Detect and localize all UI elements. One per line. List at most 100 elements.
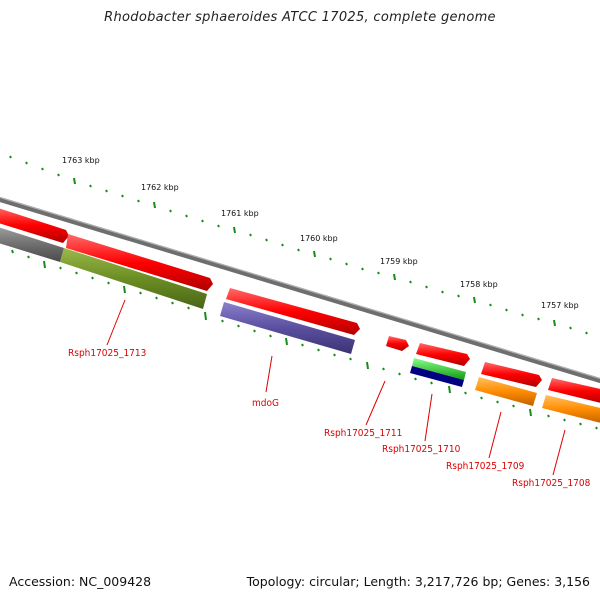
genome-backbone: [0, 196, 600, 384]
reverse-cds-navy: [410, 366, 464, 387]
ruler-dot: [521, 313, 524, 317]
ruler-dot: [547, 414, 550, 418]
ruler-dot: [464, 391, 467, 395]
ruler-dot: [345, 262, 348, 266]
ruler-dot: [329, 257, 332, 261]
ruler-major: [43, 260, 46, 269]
ruler-dot: [585, 331, 588, 335]
backbone-highlight: [0, 196, 600, 380]
ruler-dot: [91, 276, 94, 280]
forward-cds: [548, 378, 600, 403]
ruler-dot: [169, 209, 172, 213]
ruler-dot: [317, 348, 320, 352]
ruler-major: [73, 177, 76, 185]
leader-line: [488, 411, 502, 459]
label-leaders: [106, 299, 566, 476]
ruler-dot: [382, 367, 385, 371]
reverse-cds-green: [412, 358, 466, 380]
ruler-dot: [11, 249, 14, 254]
gene-label: Rsph17025_1709: [446, 461, 525, 472]
forward-cds: [66, 234, 213, 291]
ruler-dot: [249, 233, 252, 237]
ruler-dot: [57, 173, 60, 177]
ruler-dot: [137, 199, 140, 203]
accession-text: Accession: NC_009428: [9, 574, 152, 589]
ruler-major: [529, 408, 532, 417]
ruler-dot: [537, 317, 540, 321]
ruler-dot: [237, 324, 240, 328]
ruler-major: [553, 319, 556, 327]
leader-line: [265, 355, 273, 393]
ruler-dot: [121, 194, 124, 198]
ruler-major: [233, 226, 236, 234]
ruler-dot: [409, 280, 412, 284]
ruler-dot: [414, 377, 417, 381]
ruler-dot: [441, 290, 444, 294]
ruler-dot: [563, 418, 566, 422]
gene-label: Rsph17025_1710: [382, 444, 461, 455]
ruler-dot: [59, 266, 62, 270]
ruler-dot: [185, 214, 188, 218]
ruler-major: [448, 385, 451, 394]
ruler-dot: [107, 281, 110, 285]
ruler-major: [123, 285, 126, 294]
ruler-dot: [595, 426, 598, 430]
reverse-cds-olive: [60, 248, 207, 309]
ruler-dot: [269, 334, 272, 338]
forward-cds: [386, 336, 409, 351]
ruler-dot: [489, 303, 492, 307]
ruler-dot: [221, 319, 224, 323]
leader-line: [106, 299, 126, 346]
gene-label: Rsph17025_1713: [68, 348, 146, 359]
ruler-major: [393, 273, 396, 281]
ruler-dot: [361, 267, 364, 271]
ruler-dot: [301, 343, 304, 347]
ruler-dot: [281, 243, 284, 247]
inner-ruler: [11, 249, 598, 430]
ruler-dot: [333, 353, 336, 357]
ruler-dot: [75, 271, 78, 275]
tick-label: 1763 kbp: [62, 156, 100, 165]
ruler-dot: [480, 396, 483, 400]
ruler-dot: [505, 308, 508, 312]
ruler-major: [204, 311, 207, 321]
ruler-dot: [217, 224, 220, 228]
map-title: Rhodobacter sphaeroides ATCC 17025, comp…: [104, 10, 496, 25]
gene-label: Rsph17025_1708: [512, 478, 591, 489]
tick-label: 1758 kbp: [460, 280, 498, 289]
ruler-dot: [25, 161, 28, 165]
leader-line: [424, 393, 433, 442]
ruler-dot: [155, 296, 158, 300]
genome-summary: Topology: circular; Length: 3,217,726 bp…: [246, 574, 590, 589]
ruler-major: [313, 250, 316, 258]
ruler-dot: [201, 219, 204, 223]
ruler-dot: [9, 155, 12, 159]
ruler-dot: [579, 422, 582, 426]
ruler-dot: [265, 238, 268, 242]
tick-label: 1762 kbp: [141, 183, 179, 192]
tick-label: 1757 kbp: [541, 301, 579, 310]
ruler-dot: [569, 326, 572, 330]
ruler-dot: [89, 184, 92, 188]
forward-cds: [481, 362, 542, 387]
ruler-dot: [253, 329, 256, 333]
ruler-dot: [171, 301, 174, 305]
forward-cds: [0, 208, 69, 243]
ruler-major: [366, 361, 369, 370]
ruler-dot: [105, 189, 108, 193]
ruler-dot: [349, 357, 352, 361]
ruler-dot: [377, 271, 380, 275]
reverse-strand: [0, 227, 600, 423]
forward-cds: [226, 288, 360, 335]
forward-cds: [416, 343, 470, 366]
ruler-dot: [27, 255, 30, 259]
reverse-cds-orange: [542, 395, 600, 423]
gene-label: mdoG: [252, 398, 279, 409]
ruler-dot: [187, 306, 190, 310]
tick-label: 1759 kbp: [380, 257, 418, 266]
reverse-cds-orange: [475, 377, 537, 406]
ruler-major: [473, 296, 476, 304]
ruler-dot: [425, 285, 428, 289]
ruler-dot: [430, 381, 433, 385]
